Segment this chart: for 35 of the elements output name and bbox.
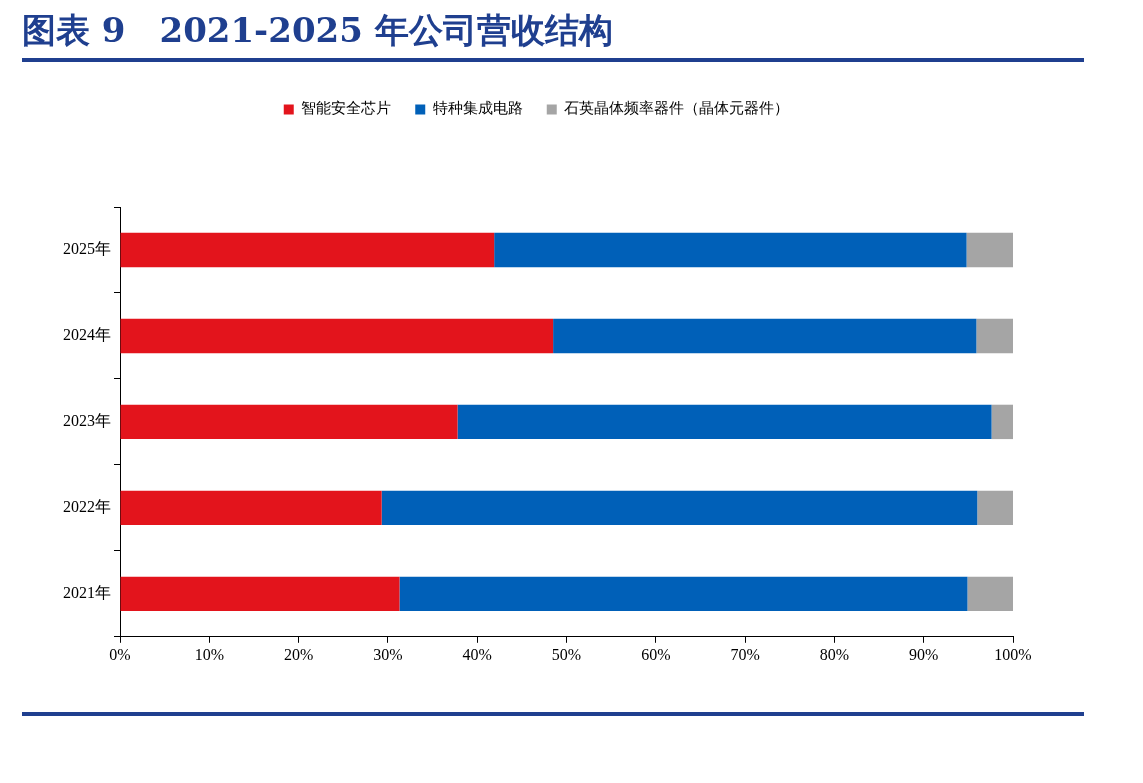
y-tick-label: 2025年 [63,240,111,258]
x-tick-label: 30% [373,645,403,663]
x-tick-label: 10% [194,645,224,663]
x-tick-label: 80% [819,645,850,663]
bar [457,404,992,440]
legend-label: 特种集成电路 [432,99,523,118]
x-tick-label: 20% [283,645,314,663]
bar [991,404,1013,440]
bar [120,232,495,268]
y-tick-label: 2022年 [63,498,111,516]
x-tick-label: 100% [994,645,1032,663]
bar [120,404,458,440]
x-tick-label: 0% [109,645,131,663]
bar [967,576,1013,612]
bar [494,232,967,268]
bar [120,490,382,526]
x-tick-label: 70% [730,645,760,663]
bar [553,318,977,354]
legend-label: 智能安全芯片 [301,99,392,118]
x-tick-label: 40% [462,645,492,663]
legend-label: 石英晶体频率器件（晶体元器件） [564,99,790,118]
bar [977,490,1013,526]
y-tick-label: 2023年 [63,412,111,430]
bar [966,232,1013,268]
y-tick-label: 2021年 [63,584,111,602]
x-tick-label: 50% [551,645,582,663]
bar [381,490,978,526]
x-tick-label: 90% [909,645,939,663]
bar [399,576,968,612]
x-tick-label: 60% [641,645,671,663]
chart-title: 图表 9 2021-2025 年公司营收结构 [22,9,613,52]
bar [120,576,400,612]
bar [120,318,554,354]
bar [976,318,1013,354]
y-tick-label: 2024年 [63,326,111,344]
